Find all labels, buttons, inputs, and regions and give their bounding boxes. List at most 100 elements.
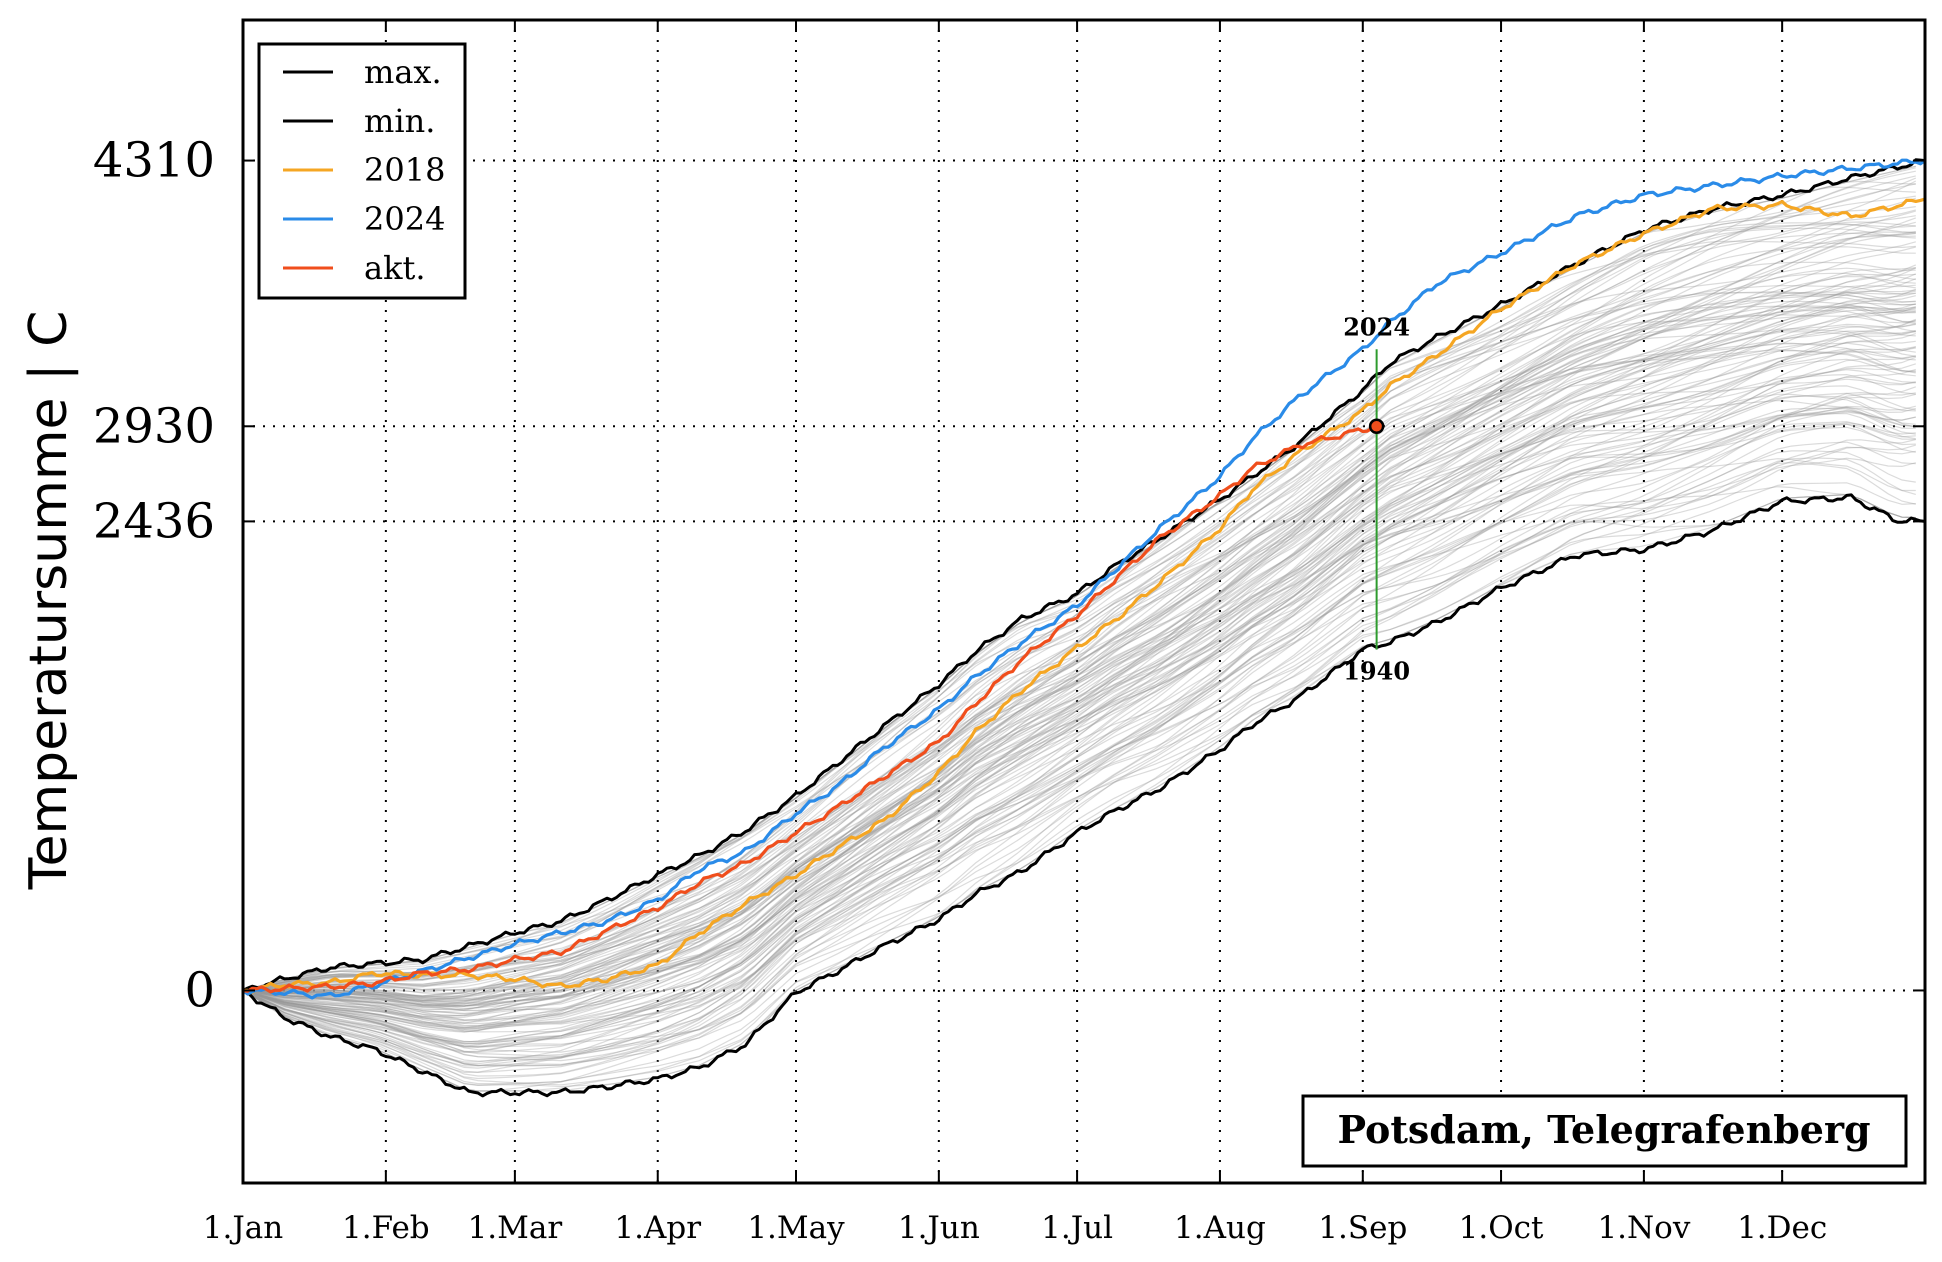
background-year-line — [242, 241, 1916, 992]
background-year-line — [242, 165, 1916, 992]
background-year-line — [242, 180, 1917, 992]
background-year-line — [242, 273, 1917, 1003]
background-year-line — [242, 325, 1916, 1012]
annotation-layer: 2024 1940 — [1343, 312, 1410, 685]
background-year-line — [242, 177, 1917, 992]
background-year-line — [242, 318, 1917, 1017]
background-year-line — [242, 183, 1916, 992]
background-year-line — [242, 307, 1916, 1007]
background-year-line — [242, 291, 1916, 998]
background-year-line — [242, 267, 1916, 997]
background-year-line — [242, 273, 1916, 1002]
background-year-line — [242, 165, 1916, 992]
background-year-line — [242, 393, 1916, 1043]
background-year-line — [242, 227, 1916, 992]
background-year-line — [242, 272, 1916, 995]
background-year-line — [242, 288, 1917, 1007]
background-year-line — [242, 289, 1916, 1000]
background-year-line — [242, 267, 1916, 994]
background-year-line — [242, 303, 1916, 1006]
background-year-line — [242, 457, 1916, 1074]
background-year-line — [242, 405, 1916, 1047]
background-year-line — [242, 407, 1916, 1059]
station-label: Potsdam, Telegrafenberg — [1337, 1107, 1870, 1152]
background-year-line — [242, 376, 1916, 1029]
background-year-line — [242, 399, 1916, 1047]
x-tick-label: 1.Dec — [1737, 1210, 1827, 1246]
background-year-line — [242, 323, 1916, 1009]
background-year-line — [242, 331, 1916, 1021]
background-year-line — [242, 319, 1917, 1018]
background-year-line — [242, 346, 1916, 1024]
y-tick-label: 4310 — [93, 133, 215, 189]
x-tick-label: 1.Nov — [1597, 1210, 1690, 1246]
background-year-line — [242, 306, 1916, 1001]
background-year-line — [242, 306, 1916, 1011]
background-year-line — [242, 170, 1916, 992]
background-years-layer — [242, 165, 1917, 1092]
legend-label: 2018 — [364, 151, 445, 189]
background-year-line — [242, 304, 1916, 1015]
y-tick-label: 2436 — [93, 493, 215, 549]
background-year-line — [242, 306, 1916, 1015]
background-year-line — [242, 231, 1916, 992]
legend: max. min. 2018 2024 akt. — [257, 42, 467, 300]
series-layer — [242, 158, 1926, 1098]
background-year-line — [242, 167, 1916, 992]
background-year-line — [242, 426, 1916, 1069]
background-year-line — [242, 412, 1916, 1062]
background-year-line — [243, 232, 1916, 992]
background-year-line — [242, 284, 1916, 998]
background-year-line — [243, 295, 1916, 997]
legend-label: min. — [364, 102, 435, 140]
background-year-line — [242, 348, 1916, 1025]
background-year-line — [242, 458, 1916, 1074]
background-year-line — [242, 421, 1916, 1065]
background-year-line — [242, 195, 1916, 992]
background-year-line — [242, 346, 1916, 1030]
background-year-line — [242, 331, 1916, 1024]
background-year-line — [242, 221, 1916, 992]
background-year-line — [242, 482, 1916, 1092]
legend-label: 2024 — [364, 200, 445, 238]
background-year-line — [242, 305, 1916, 1002]
background-year-line — [242, 395, 1916, 1053]
background-year-line — [242, 355, 1916, 1031]
background-year-line — [242, 209, 1916, 992]
background-year-line — [242, 314, 1916, 1007]
background-year-line — [242, 333, 1916, 1019]
background-year-line — [242, 180, 1916, 992]
grid-layer — [243, 20, 1925, 1183]
background-year-line — [242, 409, 1916, 1062]
background-year-line — [242, 329, 1916, 1021]
x-tick-label: 1.Jul — [1041, 1210, 1113, 1246]
background-year-line — [242, 406, 1916, 1058]
background-year-line — [242, 306, 1916, 1013]
background-year-line — [242, 378, 1916, 1030]
background-year-line — [242, 444, 1916, 1067]
background-year-line — [242, 385, 1916, 1048]
y-tick-label: 2930 — [93, 398, 215, 454]
plot-frame — [241, 18, 1927, 1185]
background-year-line — [242, 246, 1916, 992]
background-year-line — [242, 493, 1916, 1088]
background-year-line — [242, 350, 1916, 1033]
background-year-line — [242, 368, 1916, 1032]
background-year-line — [242, 393, 1916, 1048]
background-year-line — [242, 267, 1916, 992]
station-box: Potsdam, Telegrafenberg — [1301, 1094, 1908, 1168]
background-year-line — [242, 446, 1916, 1066]
background-year-line — [242, 349, 1916, 1027]
background-year-line — [242, 438, 1916, 1063]
background-year-line — [242, 264, 1917, 999]
background-year-line — [242, 294, 1916, 1004]
background-year-line — [242, 493, 1916, 1092]
station-box-frame — [1301, 1094, 1908, 1168]
background-year-line — [242, 363, 1916, 1033]
marker-bottom-label: 1940 — [1343, 657, 1410, 686]
series-line-2024 — [242, 158, 1926, 1000]
legend-label: max. — [364, 53, 442, 91]
background-year-line — [242, 309, 1916, 1011]
background-year-line — [242, 423, 1916, 1067]
